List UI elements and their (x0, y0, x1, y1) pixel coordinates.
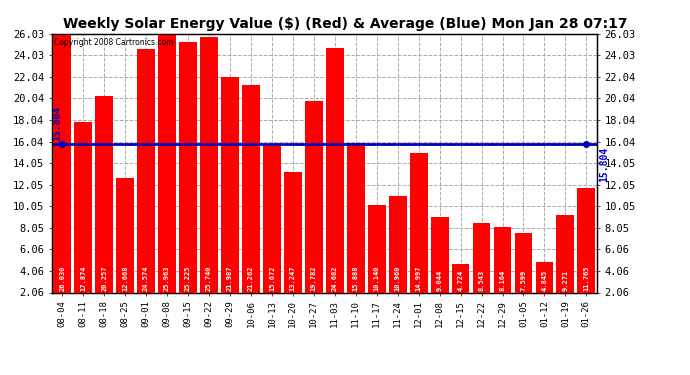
Text: 15.804: 15.804 (600, 147, 609, 182)
Text: 25.225: 25.225 (185, 266, 191, 291)
Bar (515, 233, 533, 292)
Bar (347, 143, 364, 292)
Bar (242, 85, 260, 292)
Text: 9.271: 9.271 (562, 270, 569, 291)
Bar (452, 264, 469, 292)
Text: 26.030: 26.030 (59, 266, 66, 291)
Text: 4.724: 4.724 (457, 270, 464, 291)
Text: 8.164: 8.164 (500, 270, 506, 291)
Bar (137, 50, 155, 292)
Text: 12.668: 12.668 (122, 266, 128, 291)
Bar (179, 42, 197, 292)
Text: 17.874: 17.874 (80, 266, 86, 291)
Text: 19.782: 19.782 (310, 266, 317, 291)
Bar (75, 122, 92, 292)
Text: 21.987: 21.987 (227, 266, 233, 291)
Text: 7.599: 7.599 (520, 270, 526, 291)
Text: 20.257: 20.257 (101, 266, 107, 291)
Text: 4.845: 4.845 (542, 270, 547, 291)
Bar (284, 172, 302, 292)
Bar (305, 101, 323, 292)
Bar (221, 77, 239, 292)
Bar (578, 188, 595, 292)
Text: 9.044: 9.044 (437, 270, 442, 291)
Text: Copyright 2008 Cartronics.com: Copyright 2008 Cartronics.com (55, 38, 174, 46)
Bar (326, 48, 344, 292)
Bar (388, 196, 406, 292)
Bar (95, 96, 113, 292)
Text: 14.997: 14.997 (415, 266, 422, 291)
Bar (473, 222, 491, 292)
Bar (368, 205, 386, 292)
Bar (116, 178, 134, 292)
Text: 25.963: 25.963 (164, 266, 170, 291)
Text: 25.740: 25.740 (206, 266, 212, 291)
Bar (431, 217, 448, 292)
Text: 15.888: 15.888 (353, 266, 359, 291)
Text: 8.543: 8.543 (479, 270, 484, 291)
Bar (158, 34, 176, 292)
Text: 21.262: 21.262 (248, 266, 254, 291)
Text: Weekly Solar Energy Value ($) (Red) & Average (Blue) Mon Jan 28 07:17: Weekly Solar Energy Value ($) (Red) & Av… (63, 17, 627, 31)
Bar (557, 214, 574, 292)
Bar (493, 226, 511, 292)
Text: 10.960: 10.960 (395, 266, 401, 291)
Text: 13.247: 13.247 (290, 266, 296, 291)
Bar (200, 37, 218, 292)
Text: 11.765: 11.765 (583, 266, 589, 291)
Bar (263, 146, 281, 292)
Bar (535, 262, 553, 292)
Text: 10.140: 10.140 (374, 266, 380, 291)
Text: 15.672: 15.672 (269, 266, 275, 291)
Bar (53, 34, 71, 292)
Text: 15.804: 15.804 (52, 106, 61, 141)
Text: 24.682: 24.682 (332, 266, 338, 291)
Text: 24.574: 24.574 (143, 266, 149, 291)
Bar (410, 153, 428, 292)
